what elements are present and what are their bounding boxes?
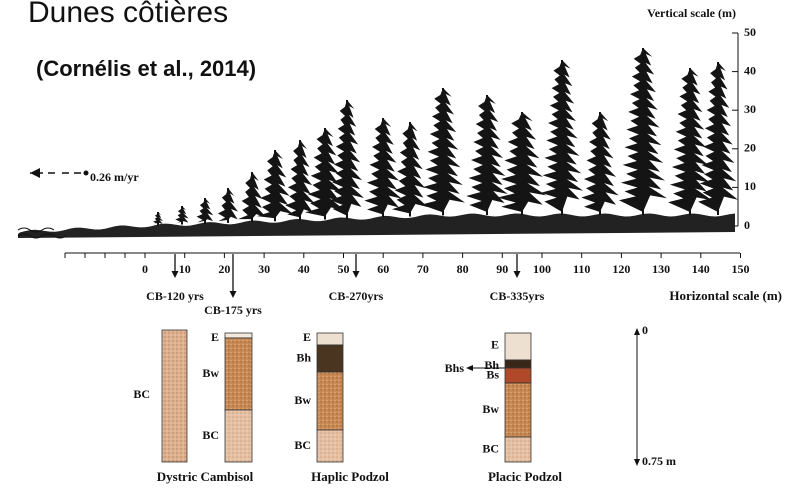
h-tick-label: 60: [377, 262, 389, 276]
tree: [497, 112, 547, 212]
site-label: CB-120 yrs: [146, 289, 204, 303]
site-arrowhead: [229, 291, 237, 298]
horizon: [224, 332, 253, 339]
h-tick-label: 80: [457, 262, 469, 276]
horizon-label: E: [491, 337, 499, 351]
v-tick-label: 40: [744, 63, 756, 77]
depth-bottom: 0.75 m: [642, 454, 676, 468]
horizon: [504, 436, 532, 463]
h-tick-label: 120: [612, 262, 630, 276]
h-tick-label: 130: [652, 262, 670, 276]
v-tick-label: 0: [744, 218, 750, 232]
horizon: [316, 429, 344, 463]
horizon-label: BC: [482, 441, 499, 455]
tree: [466, 95, 508, 212]
tree: [421, 88, 465, 213]
v-tick-label: 30: [744, 102, 756, 116]
horizon: [316, 344, 344, 373]
horizon-label: BC: [294, 438, 311, 452]
tree: [581, 112, 619, 212]
depth-arrowhead: [634, 459, 640, 466]
tree: [305, 128, 345, 217]
site-arrowhead: [352, 271, 360, 278]
horizon: [224, 409, 253, 463]
h-tick-label: 70: [417, 262, 429, 276]
horizon-label: Bw: [294, 393, 311, 407]
subtitle: (Cornélis et al., 2014): [36, 56, 256, 81]
tree: [392, 122, 428, 214]
horizon-label: E: [211, 330, 219, 344]
horizon-label: Bw: [482, 402, 499, 416]
horizon: [316, 371, 344, 431]
h-tick-label: 50: [338, 262, 350, 276]
site-arrowhead: [513, 271, 521, 278]
vertical-scale-label: Vertical scale (m): [647, 6, 736, 20]
bhs-arrowhead: [466, 365, 473, 371]
site-label: CB-270yrs: [329, 289, 384, 303]
site-label: CB-175 yrs: [204, 303, 262, 317]
bhs-label: Bhs: [445, 361, 465, 375]
h-tick-label: 90: [496, 262, 508, 276]
tree: [364, 118, 402, 215]
horizontal-scale-label: Horizontal scale (m): [669, 288, 782, 303]
soil-type: Haplic Podzol: [311, 469, 389, 484]
depth-top: 0: [642, 323, 648, 337]
tree: [540, 60, 584, 212]
h-tick-label: 0: [142, 262, 148, 276]
horizon: [504, 382, 532, 438]
h-tick-label: 100: [533, 262, 551, 276]
horizon-label: E: [303, 330, 311, 344]
tree: [285, 140, 315, 218]
tree: [175, 206, 189, 224]
horizon: [161, 329, 188, 463]
v-tick-label: 50: [744, 25, 756, 39]
h-tick-label: 150: [732, 262, 750, 276]
tree: [329, 100, 365, 216]
tree: [152, 212, 164, 225]
waves: [17, 227, 67, 239]
tree: [238, 172, 266, 220]
dune-ground: [18, 213, 735, 238]
horizon: [504, 359, 532, 369]
h-tick-label: 10: [179, 262, 191, 276]
depth-arrowhead: [634, 328, 640, 335]
title: Dunes côtières: [28, 0, 228, 29]
horizon-label: BC: [133, 387, 150, 401]
horizon-label: BC: [202, 428, 219, 442]
h-tick-label: 140: [692, 262, 710, 276]
tree: [196, 198, 214, 223]
site-label: CB-335yrs: [490, 289, 545, 303]
tree: [668, 68, 712, 212]
soil-type: Dystric Cambisol: [157, 469, 254, 484]
tree: [217, 188, 239, 222]
migration-arrowhead: [30, 168, 40, 178]
tree: [619, 48, 667, 212]
migration-rate: 0.26 m/yr: [90, 170, 139, 184]
horizon: [504, 332, 532, 361]
tree: [698, 62, 738, 212]
site-arrowhead: [171, 271, 179, 278]
horizon-label: Bh: [296, 350, 311, 364]
h-tick-label: 110: [573, 262, 590, 276]
h-tick-label: 20: [218, 262, 230, 276]
h-tick-label: 30: [258, 262, 270, 276]
horizon: [224, 337, 253, 411]
v-tick-label: 20: [744, 141, 756, 155]
horizon: [316, 332, 344, 346]
soil-type: Placic Podzol: [488, 469, 562, 484]
tree: [257, 150, 293, 219]
h-tick-label: 40: [298, 262, 310, 276]
horizon-label: Bs: [486, 367, 499, 381]
horizon: [504, 367, 532, 384]
v-tick-label: 10: [744, 179, 756, 193]
horizon-label: Bw: [202, 366, 219, 380]
migration-dot: [83, 170, 89, 176]
